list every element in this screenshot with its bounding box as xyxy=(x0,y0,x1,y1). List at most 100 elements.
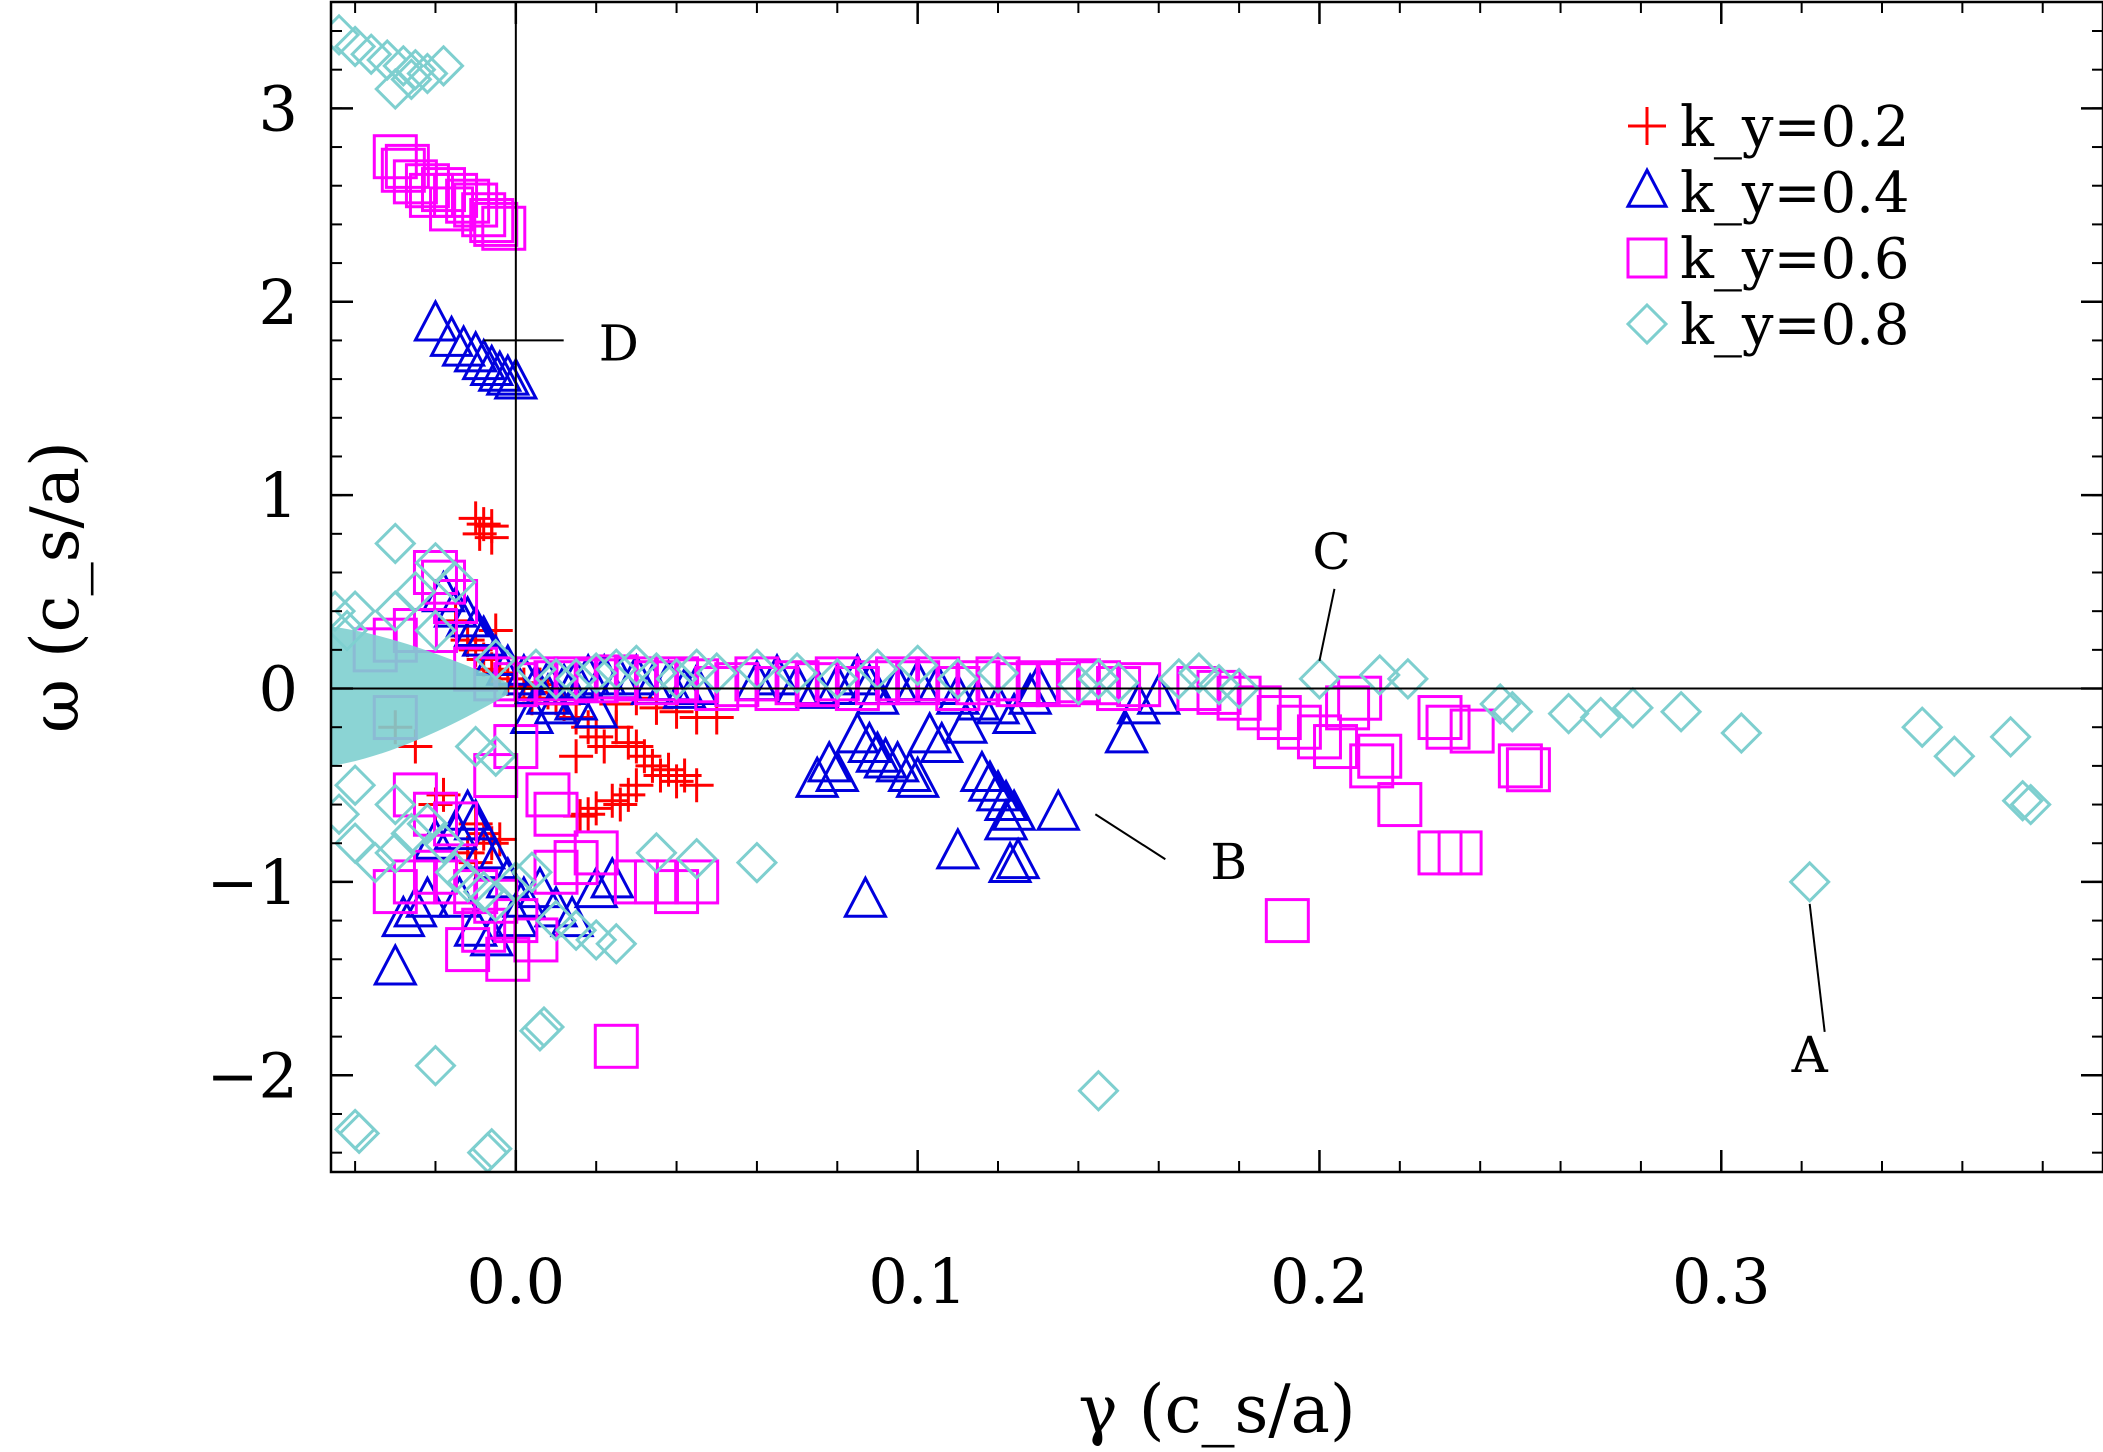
point-plus-24 xyxy=(619,729,654,764)
point-plus-31 xyxy=(679,768,714,803)
x-tick-label-1: 0.1 xyxy=(868,1245,967,1318)
point-diamond-2 xyxy=(350,33,393,76)
point-square-14 xyxy=(429,186,475,232)
point-plus-45 xyxy=(559,739,594,774)
y-axis: −2 −1 0 1 2 3 xyxy=(207,30,2103,1154)
y-tick-label-0: −2 xyxy=(207,1039,298,1112)
point-triangle-50 xyxy=(846,720,892,764)
annotations: A B C D xyxy=(483,314,1829,1084)
point-square-55 xyxy=(1116,662,1162,708)
point-triangle-59 xyxy=(959,749,1005,793)
point-triangle-55 xyxy=(895,755,941,798)
point-diamond-33 xyxy=(936,657,979,700)
point-diamond-23 xyxy=(615,644,658,687)
point-triangle-12 xyxy=(453,604,499,648)
point-diamond-54 xyxy=(1989,715,2032,758)
point-plus-4 xyxy=(474,520,509,555)
point-plus-35 xyxy=(595,783,630,818)
point-diamond-65 xyxy=(635,831,678,875)
point-triangle-61 xyxy=(975,768,1021,812)
point-square-12 xyxy=(384,143,430,189)
annotation-label-C: C xyxy=(1312,523,1350,581)
point-diamond-51 xyxy=(1720,711,1763,755)
point-diamond-45 xyxy=(1479,682,1522,726)
point-diamond-12 xyxy=(434,561,477,604)
point-triangle-53 xyxy=(875,739,921,783)
point-diamond-7 xyxy=(422,44,465,87)
point-diamond-20 xyxy=(554,657,598,700)
point-plus-1 xyxy=(466,507,501,542)
point-diamond-44 xyxy=(1386,657,1429,700)
point-triangle-13 xyxy=(461,613,507,657)
point-diamond-6 xyxy=(406,52,449,95)
point-diamond-83 xyxy=(338,1112,381,1155)
point-square-75 xyxy=(1417,830,1463,876)
point-diamond-80 xyxy=(510,851,554,894)
point-diamond-74 xyxy=(422,822,465,865)
legend-marker-0 xyxy=(1628,107,1666,145)
point-triangle-97 xyxy=(573,685,619,729)
point-triangle-64 xyxy=(983,797,1029,841)
point-triangle-4 xyxy=(461,337,507,381)
point-square-65 xyxy=(1337,675,1383,721)
point-diamond-75 xyxy=(434,851,477,894)
point-diamond-27 xyxy=(695,651,738,695)
point-diamond-52 xyxy=(1901,706,1944,749)
annotation-label-B: B xyxy=(1210,833,1247,891)
x-tick-label-0: 0.0 xyxy=(467,1245,566,1318)
annotation-label-A: A xyxy=(1791,1026,1829,1084)
point-triangle-47 xyxy=(1136,671,1182,715)
point-diamond-10 xyxy=(374,522,417,565)
point-square-69 xyxy=(1417,695,1463,741)
point-square-90 xyxy=(485,936,531,982)
plot-frame xyxy=(329,0,2103,1174)
point-square-6 xyxy=(445,178,491,224)
point-plus-53 xyxy=(426,777,461,812)
point-diamond-29 xyxy=(775,651,819,695)
point-square-77 xyxy=(593,1023,639,1069)
x-axis: 0.0 0.1 0.2 0.3 xyxy=(354,2,2044,1318)
point-triangle-48 xyxy=(1104,710,1150,754)
point-diamond-71 xyxy=(374,831,417,875)
point-triangle-63 xyxy=(991,788,1037,831)
x-tick-label-2: 0.2 xyxy=(1270,1245,1369,1318)
x-axis-title: γ (c_s/a) xyxy=(1078,1371,1355,1448)
point-diamond-57 xyxy=(1788,860,1831,904)
point-plus-34 xyxy=(603,787,638,822)
point-triangle-69 xyxy=(842,875,888,918)
point-triangle-58 xyxy=(943,700,989,744)
legend-label-3: k_y=0.8 xyxy=(1680,293,1910,358)
point-square-66 xyxy=(1357,733,1403,779)
point-triangle-46 xyxy=(1116,681,1162,725)
point-diamond-73 xyxy=(406,802,449,846)
point-diamond-39 xyxy=(1177,651,1221,695)
point-diamond-21 xyxy=(575,651,618,695)
legend-marker-1 xyxy=(1625,166,1669,208)
point-square-4 xyxy=(421,167,467,213)
plot-area xyxy=(331,13,2052,1172)
point-diamond-55 xyxy=(2001,779,2044,822)
y-tick-label-2: 0 xyxy=(259,653,298,726)
point-plus-20 xyxy=(579,719,614,754)
point-diamond-8 xyxy=(374,67,417,111)
point-square-71 xyxy=(1449,708,1495,754)
point-diamond-89 xyxy=(333,764,377,807)
legend-label-2: k_y=0.6 xyxy=(1680,227,1910,292)
series-square xyxy=(352,134,1551,1069)
point-square-93 xyxy=(573,830,619,876)
annotation-label-D: D xyxy=(599,314,639,372)
point-square-64 xyxy=(1325,685,1371,731)
point-diamond-38 xyxy=(1157,657,1200,700)
legend: k_y=0.2k_y=0.4k_y=0.6k_y=0.8 xyxy=(1625,95,1910,358)
point-square-97 xyxy=(674,859,720,905)
point-diamond-58 xyxy=(1077,1069,1120,1112)
point-diamond-66 xyxy=(675,837,718,880)
point-diamond-63 xyxy=(554,909,598,952)
annotation-leader-B xyxy=(1094,813,1166,861)
point-diamond-86 xyxy=(454,725,497,768)
point-square-62 xyxy=(1296,714,1342,760)
point-triangle-0 xyxy=(412,298,458,342)
point-triangle-51 xyxy=(854,729,900,773)
point-diamond-68 xyxy=(331,793,361,836)
